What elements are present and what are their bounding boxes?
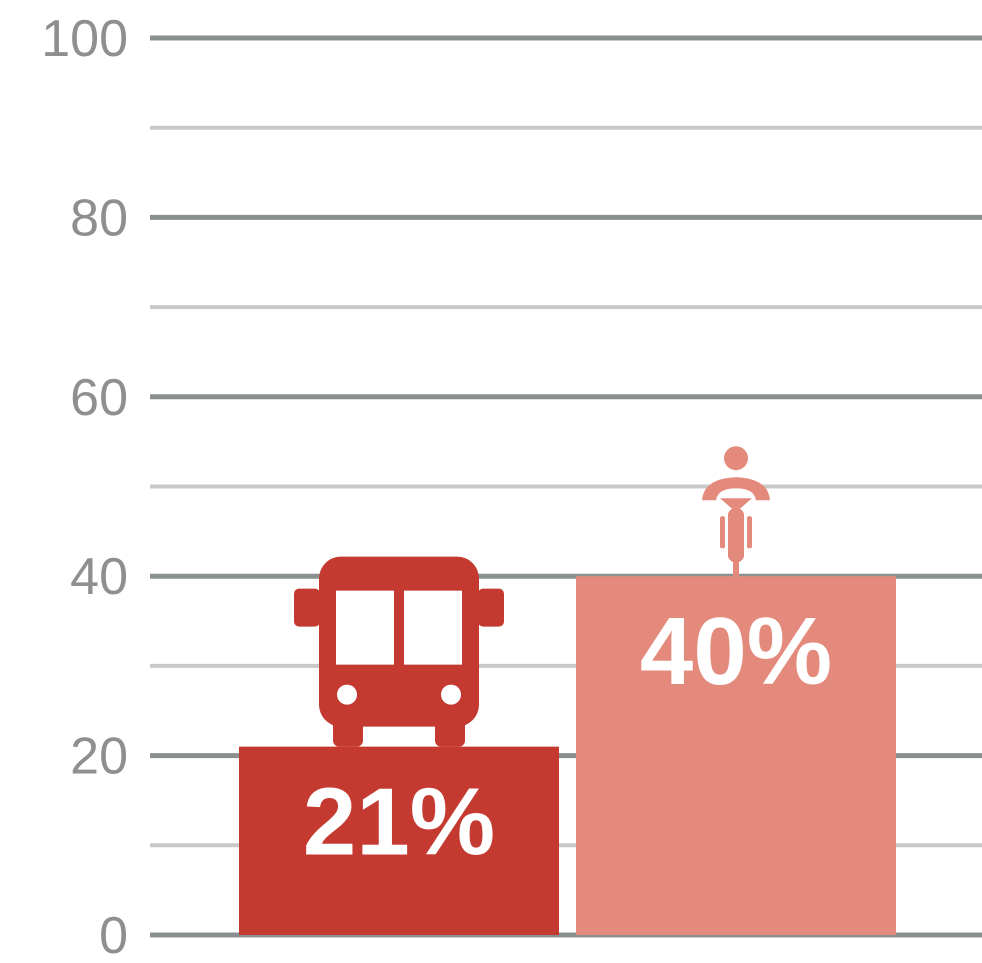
y-tick-label-80: 80 [70, 189, 128, 247]
bicycle-rider-icon [702, 446, 770, 577]
y-tick-label-20: 20 [70, 728, 128, 786]
data-label-bus: 21% [303, 769, 495, 876]
bar-bicycle [576, 576, 896, 935]
y-axis-tick-labels: 0 20 40 60 80 100 [41, 10, 128, 963]
y-tick-label-60: 60 [70, 369, 128, 427]
y-tick-label-100: 100 [41, 10, 128, 68]
y-tick-label-0: 0 [99, 907, 128, 963]
bar-bus [239, 746, 559, 935]
y-tick-label-40: 40 [70, 548, 128, 606]
bus-icon [294, 556, 504, 747]
data-label-bicycle: 40% [640, 598, 832, 705]
